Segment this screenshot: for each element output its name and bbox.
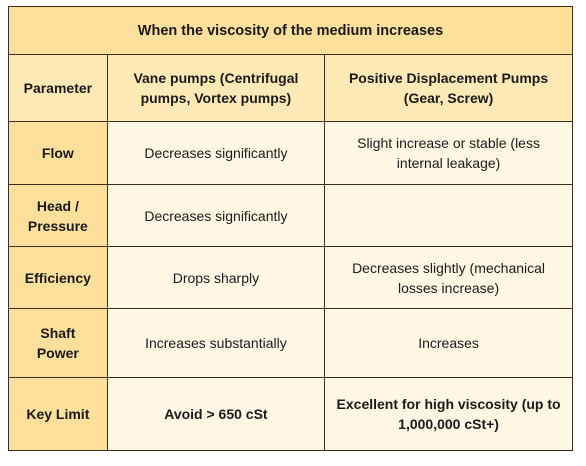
cell-pd-flow: Slight increase or stable (less internal… — [324, 121, 573, 185]
table-row: Shaft Power Increases substantially Incr… — [8, 308, 573, 378]
table-row: Head / Pressure Decreases significantly — [8, 184, 573, 247]
table-row: Key Limit Avoid > 650 cSt Excellent for … — [8, 377, 573, 451]
row-parameter-key-limit: Key Limit — [8, 377, 108, 451]
row-parameter-efficiency: Efficiency — [8, 246, 108, 309]
row-parameter-flow: Flow — [8, 121, 108, 185]
cell-pd-head-pressure — [324, 184, 573, 247]
header-vane-pumps: Vane pumps (Centrifugal pumps, Vortex pu… — [106, 54, 326, 122]
cell-vane-flow: Decreases significantly — [106, 121, 326, 185]
table-title: When the viscosity of the medium increas… — [8, 6, 573, 55]
cell-vane-efficiency: Drops sharply — [106, 246, 326, 309]
header-parameter: Parameter — [8, 54, 108, 122]
row-parameter-head-pressure: Head / Pressure — [8, 184, 108, 247]
table-row: Efficiency Drops sharply Decreases sligh… — [8, 246, 573, 309]
cell-vane-head-pressure: Decreases significantly — [106, 184, 326, 247]
cell-vane-shaft-power: Increases substantially — [106, 308, 326, 378]
viscosity-comparison-table: When the viscosity of the medium increas… — [8, 6, 573, 451]
table-row: Flow Decreases significantly Slight incr… — [8, 121, 573, 185]
header-row: Parameter Vane pumps (Centrifugal pumps,… — [8, 54, 573, 122]
cell-pd-efficiency: Decreases slightly (mechanical losses in… — [324, 246, 573, 309]
cell-pd-shaft-power: Increases — [324, 308, 573, 378]
row-parameter-shaft-power: Shaft Power — [8, 308, 108, 378]
cell-pd-key-limit: Excellent for high viscosity (up to 1,00… — [324, 377, 573, 451]
cell-vane-key-limit: Avoid > 650 cSt — [106, 377, 326, 451]
title-row: When the viscosity of the medium increas… — [8, 6, 573, 55]
header-positive-displacement-pumps: Positive Displacement Pumps (Gear, Screw… — [324, 54, 573, 122]
